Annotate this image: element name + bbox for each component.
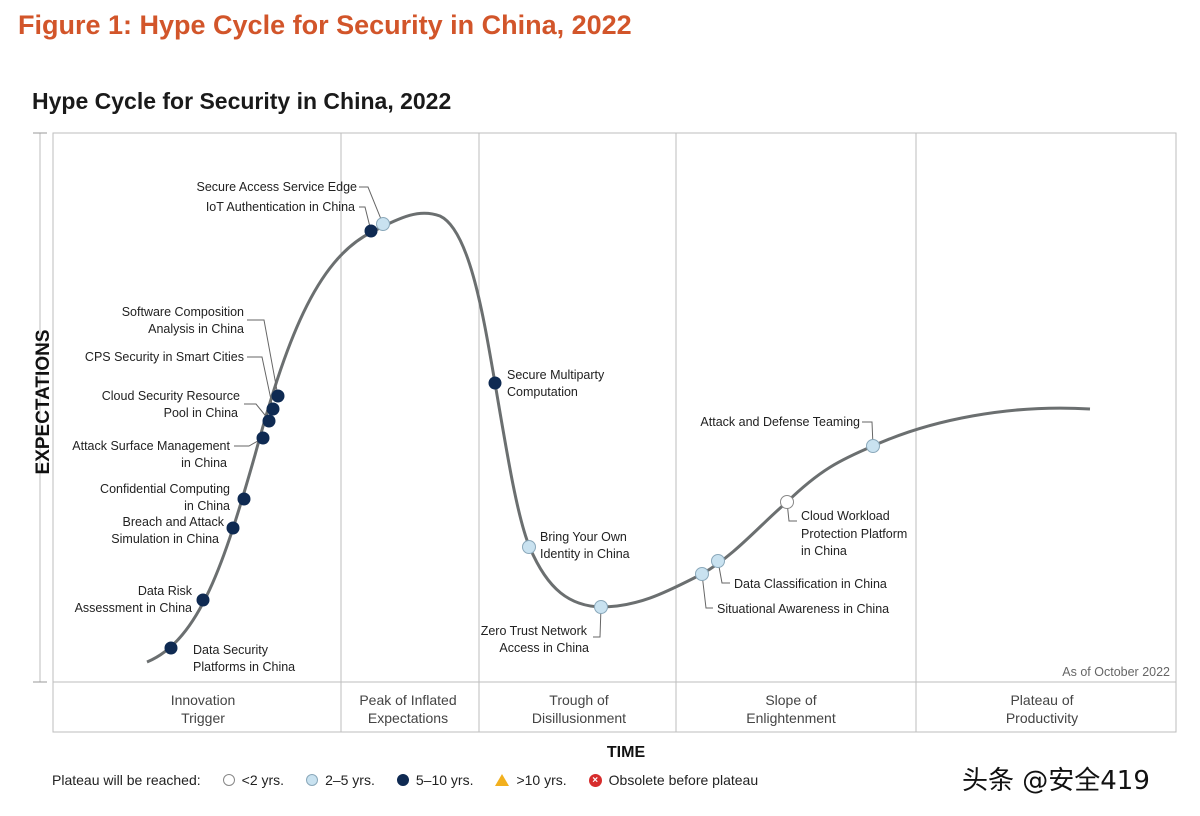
light-blue-circle-icon	[306, 774, 319, 786]
legend-item-obsolete: × Obsolete before plateau	[588, 772, 759, 788]
label-cwpp-3: in China	[801, 544, 847, 558]
label-smc-2: Computation	[507, 385, 578, 399]
label-adt: Attack and Defense Teaming	[700, 415, 860, 429]
marker-data-risk-assessment	[196, 593, 210, 607]
technology-labels: Secure Access Service Edge IoT Authentic…	[72, 180, 907, 674]
as-of-note: As of October 2022	[1062, 665, 1170, 679]
legend-label-2-5: 2–5 yrs.	[325, 772, 375, 788]
legend-label-over-10: >10 yrs.	[516, 772, 567, 788]
phase-band	[52, 681, 1177, 733]
phase-label-2b: Expectations	[368, 710, 448, 726]
label-dsp-2: Platforms in China	[193, 660, 295, 674]
marker-secure-multiparty-computation	[488, 376, 502, 390]
phase-label-1a: Innovation	[171, 692, 236, 708]
legend-title: Plateau will be reached:	[52, 772, 201, 788]
label-cc-2: in China	[184, 499, 230, 513]
label-byoi-2: Identity in China	[540, 547, 630, 561]
marker-iot-authentication	[364, 224, 378, 238]
leader-ztna	[593, 606, 602, 638]
phase-label-5a: Plateau of	[1010, 692, 1073, 708]
leader-sa	[701, 573, 713, 609]
leader-sase	[359, 186, 384, 225]
leader-cps	[247, 356, 274, 410]
phase-label-4b: Enlightenment	[746, 710, 836, 726]
legend-item-under-2: <2 yrs.	[222, 772, 285, 788]
label-bas-2: Simulation in China	[111, 532, 219, 546]
marker-breach-attack-simulation	[226, 521, 240, 535]
marker-attack-surface-management	[256, 431, 270, 445]
legend-item-2-5: 2–5 yrs.	[306, 772, 375, 788]
marker-software-composition-analysis	[271, 389, 285, 403]
phase-label-3b: Disillusionment	[532, 710, 626, 726]
label-sca-2: Analysis in China	[148, 322, 244, 336]
label-ztna-2: Access in China	[499, 641, 589, 655]
label-sa: Situational Awareness in China	[717, 602, 889, 616]
phase-label-1b: Trigger	[181, 710, 225, 726]
marker-confidential-computing	[237, 492, 251, 506]
triangle-icon	[495, 774, 510, 786]
label-csrp-2: Pool in China	[164, 406, 238, 420]
marker-cps-security	[266, 402, 280, 416]
marker-cwpp	[780, 495, 794, 509]
leader-iot	[359, 206, 372, 232]
label-dsp-1: Data Security	[193, 643, 269, 657]
label-sca-1: Software Composition	[122, 305, 244, 319]
label-cps: CPS Security in Smart Cities	[85, 350, 244, 364]
legend-item-5-10: 5–10 yrs.	[396, 772, 474, 788]
label-cwpp-2: Protection Platform	[801, 527, 907, 541]
label-dra-2: Assessment in China	[75, 601, 192, 615]
marker-cloud-security-resource-pool	[262, 414, 276, 428]
hype-curve	[146, 211, 1091, 664]
label-asm-1: Attack Surface Management	[72, 439, 230, 453]
leader-csrp	[244, 403, 270, 421]
leader-lines	[234, 186, 874, 638]
x-axis-title: TIME	[607, 744, 646, 761]
marker-attack-defense-teaming	[866, 439, 880, 453]
marker-data-security-platforms	[164, 641, 178, 655]
legend-label-obsolete: Obsolete before plateau	[608, 772, 759, 788]
phase-label-2a: Peak of Inflated	[359, 692, 456, 708]
label-ztna-1: Zero Trust Network	[481, 624, 588, 638]
label-bas-1: Breach and Attack	[123, 515, 225, 529]
legend-item-over-10: >10 yrs.	[495, 772, 567, 788]
y-axis-title: EXPECTATIONS	[33, 330, 54, 475]
phase-label-4a: Slope of	[765, 692, 816, 708]
figure-title: Figure 1: Hype Cycle for Security in Chi…	[18, 10, 632, 40]
legend-label-under-2: <2 yrs.	[241, 772, 285, 788]
chart-title: Hype Cycle for Security in China, 2022	[32, 88, 452, 114]
watermark: 头条 @安全419	[962, 766, 1150, 796]
marker-data-classification	[711, 554, 725, 568]
leader-adt	[862, 421, 874, 447]
phase-label-3a: Trough of	[549, 692, 609, 708]
marker-situational-awareness	[695, 567, 709, 581]
label-cwpp-1: Cloud Workload	[801, 509, 890, 523]
marker-ztna	[594, 600, 608, 614]
dark-blue-circle-icon	[396, 774, 409, 786]
leader-sca	[247, 319, 279, 397]
obsolete-x-icon: ×	[588, 773, 602, 787]
label-cc-1: Confidential Computing	[100, 482, 230, 496]
markers	[164, 217, 880, 655]
phase-label-5b: Productivity	[1006, 710, 1078, 726]
label-sase: Secure Access Service Edge	[197, 180, 358, 194]
white-circle-icon	[222, 774, 235, 786]
marker-sase	[376, 217, 390, 231]
label-csrp-1: Cloud Security Resource	[102, 389, 240, 403]
label-dra-1: Data Risk	[138, 584, 193, 598]
legend-label-5-10: 5–10 yrs.	[415, 772, 474, 788]
label-iot: IoT Authentication in China	[206, 200, 355, 214]
legend: Plateau will be reached: <2 yrs. 2–5 yrs…	[52, 772, 758, 788]
label-byoi-1: Bring Your Own	[540, 530, 627, 544]
label-smc-1: Secure Multiparty	[507, 368, 605, 382]
leader-dc	[717, 560, 730, 584]
marker-byoi	[522, 540, 536, 554]
label-dc: Data Classification in China	[734, 577, 887, 591]
label-asm-2: in China	[181, 456, 227, 470]
